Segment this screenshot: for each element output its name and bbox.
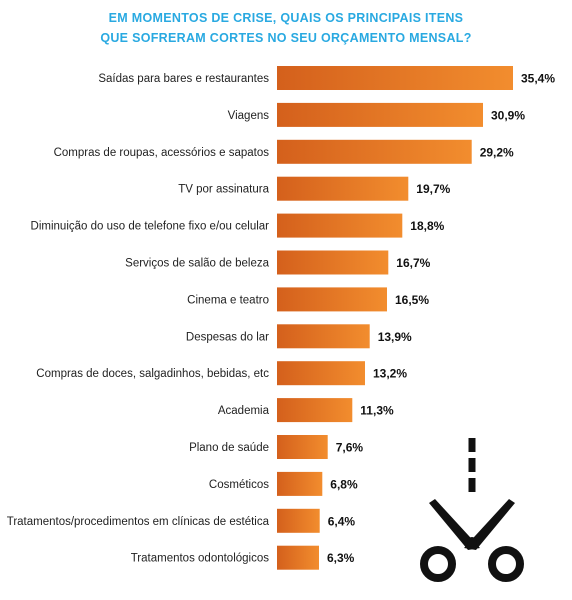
category-label: TV por assinatura — [178, 184, 269, 196]
scissors-blade-right — [464, 499, 515, 550]
chart-title-line-1: EM MOMENTOS DE CRISE, QUAIS OS PRINCIPAI… — [108, 11, 464, 25]
value-label: 11,3% — [360, 404, 394, 418]
cut-line-dash — [468, 438, 476, 452]
scissors-handle-right — [488, 546, 524, 582]
scissors-pivot — [467, 537, 477, 547]
chart-title-line-2: QUE SOFRERAM CORTES NO SEU ORÇAMENTO MEN… — [100, 31, 472, 45]
value-label: 7,6% — [336, 441, 364, 455]
value-label: 16,5% — [395, 293, 429, 307]
bar — [277, 139, 472, 164]
value-label: 6,3% — [327, 551, 355, 565]
category-label: Viagens — [228, 110, 270, 122]
category-label: Academia — [218, 405, 270, 417]
chart-title: EM MOMENTOS DE CRISE, QUAIS OS PRINCIPAI… — [0, 8, 572, 48]
value-label: 19,7% — [416, 182, 450, 196]
bar — [277, 435, 328, 459]
bar — [277, 508, 320, 533]
bar — [277, 324, 370, 349]
bar — [277, 102, 483, 127]
scissors-blade-left — [429, 499, 480, 550]
value-label: 29,2% — [480, 145, 514, 159]
bar — [277, 66, 513, 90]
category-label: Compras de doces, salgadinhos, bebidas, … — [36, 368, 269, 380]
scissors-handle-left — [420, 546, 456, 582]
value-label: 13,9% — [378, 330, 412, 344]
cut-line-dash — [468, 458, 476, 472]
scissors-cut-icon — [420, 438, 524, 582]
value-label: 18,8% — [410, 219, 444, 233]
category-label: Tratamentos/procedimentos em clínicas de… — [7, 516, 270, 528]
bar — [277, 287, 387, 312]
bars-group: Saídas para bares e restaurantes 35,4% Via… — [7, 66, 555, 570]
category-label: Tratamentos odontológicos — [131, 553, 270, 565]
value-label: 13,2% — [373, 367, 407, 381]
bar — [277, 398, 353, 423]
bar — [277, 545, 319, 570]
category-label: Cosméticos — [209, 479, 269, 491]
bar — [277, 213, 403, 238]
bar — [277, 176, 409, 201]
bar — [277, 471, 323, 496]
bar — [277, 250, 389, 275]
category-label: Compras de roupas, acessórios e sapatos — [54, 147, 270, 159]
value-label: 16,7% — [396, 256, 430, 270]
value-label: 35,4% — [521, 72, 555, 86]
category-label: Cinema e teatro — [187, 294, 269, 306]
category-label: Saídas para bares e restaurantes — [98, 73, 269, 85]
category-label: Plano de saúde — [189, 442, 269, 454]
value-label: 6,8% — [330, 477, 358, 491]
value-label: 6,4% — [328, 514, 356, 528]
category-label: Serviços de salão de beleza — [125, 258, 269, 270]
bar — [277, 361, 365, 386]
category-label: Diminuição do uso de telefone fixo e/ou … — [31, 221, 270, 233]
category-label: Despesas do lar — [186, 331, 269, 343]
value-label: 30,9% — [491, 108, 525, 122]
cut-line-dash — [468, 478, 476, 492]
